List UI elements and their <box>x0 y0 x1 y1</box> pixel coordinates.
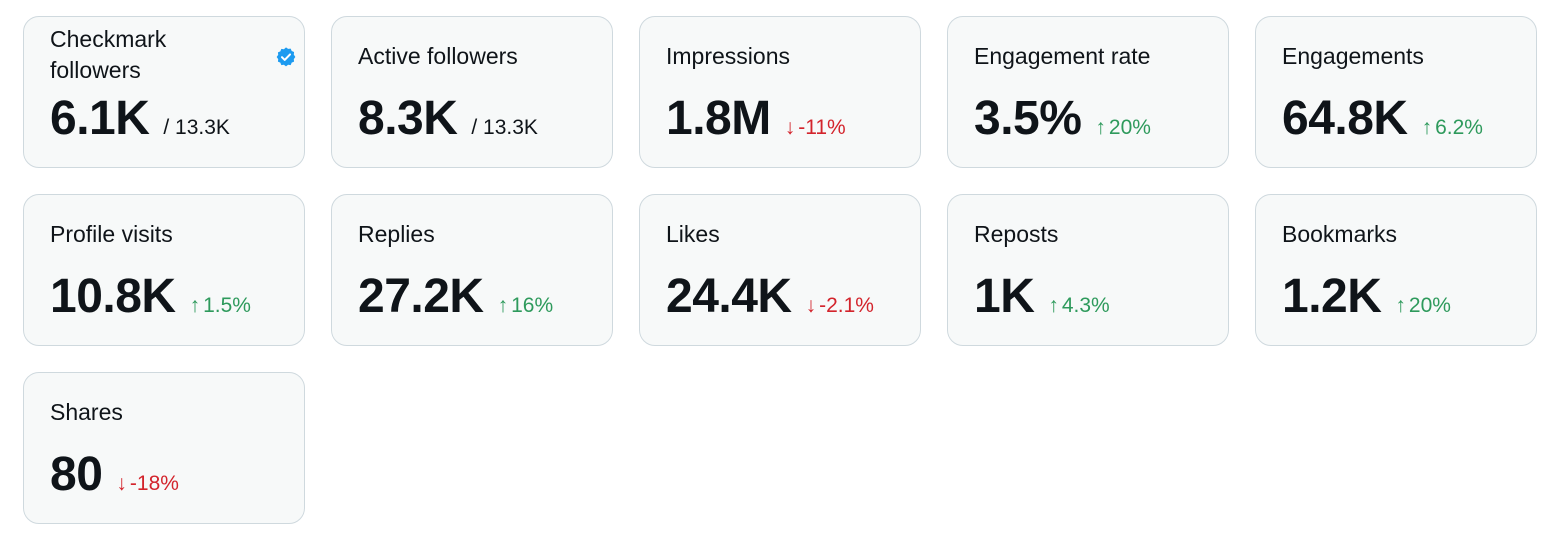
metric-value: 27.2K <box>358 270 484 323</box>
metric-change-value: -2.1% <box>819 294 874 317</box>
metric-title: Likes <box>666 221 720 247</box>
metric-change: ↑ 6.2% <box>1422 116 1483 140</box>
metric-title: Active followers <box>358 43 518 69</box>
arrow-up-icon: ↑ <box>1395 294 1406 317</box>
metric-value-row: 1.8M ↓ -11% <box>666 91 846 147</box>
metric-title: Reposts <box>974 221 1059 247</box>
metric-value: 6.1K <box>50 92 150 145</box>
metric-change: ↑ 16% <box>498 294 554 318</box>
metric-change-value: -11% <box>798 116 846 139</box>
metric-value-row: 80 ↓ -18% <box>50 447 179 503</box>
metric-title: Profile visits <box>50 221 173 247</box>
metric-value-row: 3.5% ↑ 20% <box>974 91 1151 147</box>
metric-value: 80 <box>50 448 103 501</box>
metric-value-row: 1.2K ↑ 20% <box>1282 269 1451 325</box>
metric-change-value: 1.5% <box>203 294 251 317</box>
metric-title: Impressions <box>666 43 790 69</box>
metric-value-row: 6.1K / 13.3K <box>50 91 230 147</box>
arrow-down-icon: ↓ <box>805 294 817 317</box>
metric-total: / 13.3K <box>163 116 230 139</box>
metric-value: 1.2K <box>1282 270 1382 323</box>
metric-value-row: 24.4K ↓ -2.1% <box>666 269 874 325</box>
metric-change-value: 20% <box>1108 116 1151 139</box>
metric-title: Replies <box>358 221 435 247</box>
metric-value-row: 1K ↑ 4.3% <box>974 269 1110 325</box>
metric-card-bookmarks[interactable]: Bookmarks 1.2K ↑ 20% <box>1255 194 1537 346</box>
metric-card-checkmark-followers[interactable]: Checkmark followers 6.1K / 13.3K <box>23 16 305 168</box>
metric-value: 64.8K <box>1282 92 1408 145</box>
metric-card-likes[interactable]: Likes 24.4K ↓ -2.1% <box>639 194 921 346</box>
metric-value: 1K <box>974 270 1035 323</box>
metric-value-row: 8.3K / 13.3K <box>358 91 538 147</box>
metric-title: Shares <box>50 399 123 425</box>
metric-value: 10.8K <box>50 270 176 323</box>
metric-card-replies[interactable]: Replies 27.2K ↑ 16% <box>331 194 613 346</box>
metric-value: 3.5% <box>974 92 1082 145</box>
metric-change: ↓ -18% <box>116 472 179 496</box>
metric-card-impressions[interactable]: Impressions 1.8M ↓ -11% <box>639 16 921 168</box>
metric-card-profile-visits[interactable]: Profile visits 10.8K ↑ 1.5% <box>23 194 305 346</box>
arrow-up-icon: ↑ <box>1421 116 1433 139</box>
arrow-down-icon: ↓ <box>784 116 796 139</box>
metric-value-row: 27.2K ↑ 16% <box>358 269 553 325</box>
arrow-up-icon: ↑ <box>497 294 509 317</box>
metric-change-value: 6.2% <box>1435 116 1483 139</box>
metrics-grid: Checkmark followers 6.1K / 13.3K Active … <box>23 16 1537 524</box>
metric-value: 8.3K <box>358 92 458 145</box>
metric-card-engagements[interactable]: Engagements 64.8K ↑ 6.2% <box>1255 16 1537 168</box>
metric-value-row: 10.8K ↑ 1.5% <box>50 269 251 325</box>
metric-change-value: 20% <box>1408 294 1451 317</box>
metric-change: ↑ 4.3% <box>1048 294 1109 318</box>
metric-change-value: 4.3% <box>1061 294 1110 317</box>
metric-value: 1.8M <box>666 92 771 145</box>
metric-card-shares[interactable]: Shares 80 ↓ -18% <box>23 372 305 524</box>
arrow-up-icon: ↑ <box>189 294 201 317</box>
metric-title: Bookmarks <box>1282 221 1398 247</box>
arrow-up-icon: ↑ <box>1095 116 1106 139</box>
metric-change: ↑ 20% <box>1395 294 1451 318</box>
metric-title: Engagements <box>1282 43 1424 69</box>
metric-title: Checkmark followers <box>50 26 167 83</box>
arrow-down-icon: ↓ <box>116 472 127 495</box>
metric-change-value: 16% <box>511 294 554 317</box>
metric-value-row: 64.8K ↑ 6.2% <box>1282 91 1483 147</box>
metric-title: Engagement rate <box>974 43 1151 69</box>
metric-change: ↑ 20% <box>1095 116 1151 140</box>
metric-card-reposts[interactable]: Reposts 1K ↑ 4.3% <box>947 194 1229 346</box>
metric-value: 24.4K <box>666 270 792 323</box>
metric-change-value: -18% <box>129 472 179 495</box>
verified-badge-icon <box>276 47 296 67</box>
metric-card-engagement-rate[interactable]: Engagement rate 3.5% ↑ 20% <box>947 16 1229 168</box>
metric-card-active-followers[interactable]: Active followers 8.3K / 13.3K <box>331 16 613 168</box>
metric-change: ↑ 1.5% <box>190 294 251 318</box>
metric-change: ↓ -2.1% <box>806 294 874 318</box>
arrow-up-icon: ↑ <box>1048 294 1059 317</box>
metric-total: / 13.3K <box>471 116 538 139</box>
metric-change: ↓ -11% <box>785 116 846 140</box>
